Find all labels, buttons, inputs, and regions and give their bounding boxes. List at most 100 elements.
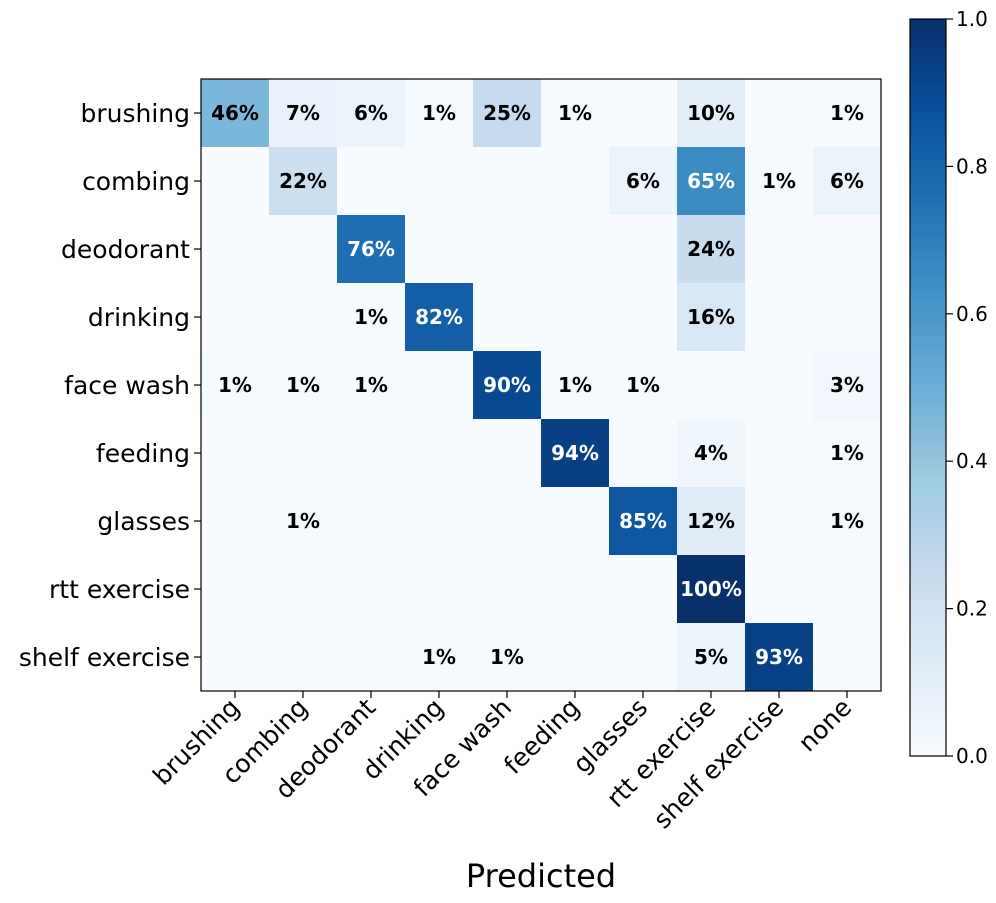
heatmap-cells <box>201 79 882 692</box>
heatmap-cell <box>609 555 678 624</box>
heatmap-cell <box>541 215 610 284</box>
heatmap-cell <box>473 215 542 284</box>
heatmap-cell <box>405 79 474 148</box>
heatmap-cell <box>473 351 542 420</box>
y-tick-label: brushing <box>80 99 190 128</box>
heatmap-cell <box>813 351 882 420</box>
heatmap-cell <box>677 419 746 488</box>
heatmap-cell <box>677 555 746 624</box>
heatmap-cell <box>269 215 338 284</box>
heatmap-cell <box>405 419 474 488</box>
heatmap-cell <box>201 419 270 488</box>
colorbar-gradient <box>909 18 947 757</box>
cell-value-label: 93% <box>755 645 803 669</box>
heatmap-cell <box>201 351 270 420</box>
cell-value-label: 24% <box>687 237 735 261</box>
heatmap-cell <box>405 147 474 216</box>
heatmap-cell <box>609 351 678 420</box>
heatmap-cell <box>405 351 474 420</box>
heatmap-cell <box>337 351 406 420</box>
heatmap-cell <box>337 79 406 148</box>
heatmap-cell <box>201 147 270 216</box>
colorbar-tick-label: 0.0 <box>956 744 988 768</box>
heatmap-cell <box>745 419 814 488</box>
heatmap-cell <box>541 147 610 216</box>
heatmap-cell <box>609 215 678 284</box>
heatmap-cell <box>541 351 610 420</box>
cell-value-label: 100% <box>680 577 742 601</box>
cell-value-label: 1% <box>558 101 592 125</box>
heatmap-cell <box>677 487 746 556</box>
heatmap-cell <box>609 283 678 352</box>
heatmap-cell <box>337 283 406 352</box>
cell-value-label: 1% <box>626 373 660 397</box>
heatmap-cell <box>269 419 338 488</box>
cell-value-label: 5% <box>694 645 728 669</box>
cell-value-label: 1% <box>354 373 388 397</box>
heatmap-cell <box>269 623 338 692</box>
heatmap-cell <box>541 555 610 624</box>
cell-value-label: 1% <box>762 169 796 193</box>
heatmap-cell <box>269 487 338 556</box>
heatmap-cell <box>405 487 474 556</box>
cell-value-label: 25% <box>483 101 531 125</box>
heatmap-cell <box>745 215 814 284</box>
cell-value-label: 1% <box>286 373 320 397</box>
heatmap-cell <box>201 623 270 692</box>
heatmap-cell <box>609 147 678 216</box>
cell-value-label: 65% <box>687 169 735 193</box>
heatmap-cell <box>201 215 270 284</box>
cell-value-label: 82% <box>415 305 463 329</box>
cell-value-label: 1% <box>218 373 252 397</box>
heatmap-cell <box>201 79 270 148</box>
cell-value-label: 1% <box>558 373 592 397</box>
heatmap-cell <box>541 623 610 692</box>
heatmap-cell <box>813 147 882 216</box>
heatmap-cell <box>405 215 474 284</box>
heatmap-cell <box>745 283 814 352</box>
cell-value-label: 76% <box>347 237 395 261</box>
cell-value-label: 1% <box>422 101 456 125</box>
y-tick-label: shelf exercise <box>19 643 190 672</box>
y-tick-label: glasses <box>97 507 190 536</box>
heatmap-cell <box>473 79 542 148</box>
heatmap-cell <box>609 79 678 148</box>
cell-value-label: 85% <box>619 509 667 533</box>
y-tick-label: drinking <box>88 303 190 332</box>
cell-value-label: 6% <box>830 169 864 193</box>
heatmap-cell <box>337 555 406 624</box>
heatmap-cell <box>269 79 338 148</box>
cell-value-label: 1% <box>830 101 864 125</box>
heatmap-cell <box>337 419 406 488</box>
heatmap-cell <box>541 419 610 488</box>
heatmap-cell <box>745 555 814 624</box>
x-tick-label: none <box>793 693 858 758</box>
heatmap-cell <box>405 555 474 624</box>
cell-value-label: 46% <box>211 101 259 125</box>
y-tick-label: feeding <box>96 439 190 468</box>
heatmap-cell <box>473 419 542 488</box>
colorbar-tick-label: 0.8 <box>956 154 988 178</box>
colorbar-tick-label: 0.2 <box>956 597 988 621</box>
cell-value-label: 1% <box>422 645 456 669</box>
cell-value-label: 6% <box>354 101 388 125</box>
cell-value-label: 16% <box>687 305 735 329</box>
heatmap-cell <box>269 555 338 624</box>
heatmap-cell <box>745 351 814 420</box>
heatmap-cell <box>405 623 474 692</box>
colorbar: 0.0 0.2 0.4 0.6 0.8 1.0 <box>909 7 988 768</box>
colorbar-tick-label: 0.4 <box>956 449 988 473</box>
heatmap-cell <box>201 487 270 556</box>
heatmap-cell <box>473 555 542 624</box>
heatmap-cell <box>745 623 814 692</box>
heatmap-cell <box>337 623 406 692</box>
heatmap-cell <box>473 283 542 352</box>
cell-value-label: 10% <box>687 101 735 125</box>
heatmap-cell <box>677 147 746 216</box>
heatmap-cell <box>337 147 406 216</box>
heatmap-cell <box>473 623 542 692</box>
heatmap-cell <box>677 283 746 352</box>
heatmap-cell <box>473 147 542 216</box>
heatmap-cell <box>269 283 338 352</box>
